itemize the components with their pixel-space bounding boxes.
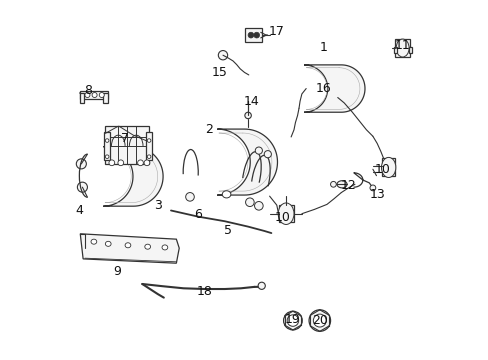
Bar <box>80 93 83 103</box>
Bar <box>394 39 409 57</box>
Bar <box>145 132 152 160</box>
Ellipse shape <box>283 311 302 330</box>
Ellipse shape <box>330 181 336 187</box>
Text: 13: 13 <box>368 188 384 201</box>
Ellipse shape <box>77 182 87 192</box>
Text: 7: 7 <box>121 132 129 145</box>
Ellipse shape <box>162 245 167 250</box>
Ellipse shape <box>255 147 262 154</box>
Bar <box>278 205 293 222</box>
Polygon shape <box>103 147 163 206</box>
Text: 3: 3 <box>154 199 162 212</box>
Ellipse shape <box>244 112 251 119</box>
Ellipse shape <box>91 239 97 244</box>
Text: 9: 9 <box>113 265 121 278</box>
Text: 1: 1 <box>319 41 326 54</box>
Ellipse shape <box>222 191 230 198</box>
Ellipse shape <box>92 93 97 98</box>
Text: 4: 4 <box>76 204 83 217</box>
Text: 8: 8 <box>84 84 92 97</box>
Ellipse shape <box>313 314 325 327</box>
Polygon shape <box>304 65 364 112</box>
Text: 2: 2 <box>204 123 212 136</box>
Text: 18: 18 <box>197 285 213 298</box>
Polygon shape <box>80 234 179 263</box>
Ellipse shape <box>105 241 111 246</box>
Ellipse shape <box>254 202 263 210</box>
Ellipse shape <box>125 243 131 248</box>
Ellipse shape <box>278 203 293 225</box>
Text: 19: 19 <box>285 313 300 327</box>
Text: 12: 12 <box>340 179 356 192</box>
Ellipse shape <box>99 93 104 98</box>
Bar <box>104 132 110 160</box>
Ellipse shape <box>245 198 254 207</box>
Text: 16: 16 <box>315 82 330 95</box>
Text: 17: 17 <box>268 25 284 38</box>
Text: 14: 14 <box>244 95 259 108</box>
Ellipse shape <box>147 155 151 158</box>
Ellipse shape <box>144 244 150 249</box>
Ellipse shape <box>137 160 143 166</box>
Ellipse shape <box>218 50 227 60</box>
Ellipse shape <box>85 93 90 98</box>
Ellipse shape <box>381 157 395 177</box>
Bar <box>103 93 107 103</box>
Ellipse shape <box>76 159 86 169</box>
Ellipse shape <box>258 282 265 289</box>
Bar <box>408 47 411 53</box>
Ellipse shape <box>336 181 346 188</box>
Text: 10: 10 <box>274 211 289 224</box>
Ellipse shape <box>105 155 109 158</box>
Text: 15: 15 <box>211 66 227 79</box>
Ellipse shape <box>395 39 408 57</box>
Ellipse shape <box>105 139 109 142</box>
Polygon shape <box>217 129 277 195</box>
Ellipse shape <box>147 139 151 142</box>
Ellipse shape <box>109 160 115 166</box>
Text: 20: 20 <box>311 314 327 327</box>
Text: 6: 6 <box>194 208 202 221</box>
Ellipse shape <box>253 32 259 38</box>
Bar <box>393 47 396 53</box>
Ellipse shape <box>185 193 194 201</box>
Ellipse shape <box>369 185 375 191</box>
Ellipse shape <box>286 315 298 326</box>
Bar <box>104 126 149 164</box>
Bar <box>80 91 107 99</box>
Text: 10: 10 <box>374 163 390 176</box>
Ellipse shape <box>264 150 271 158</box>
Ellipse shape <box>308 310 330 331</box>
Text: 11: 11 <box>394 39 409 52</box>
Bar <box>381 158 395 176</box>
Ellipse shape <box>247 32 253 38</box>
Bar <box>244 28 262 42</box>
Text: 5: 5 <box>224 224 232 237</box>
Ellipse shape <box>118 160 123 166</box>
Ellipse shape <box>144 160 149 166</box>
